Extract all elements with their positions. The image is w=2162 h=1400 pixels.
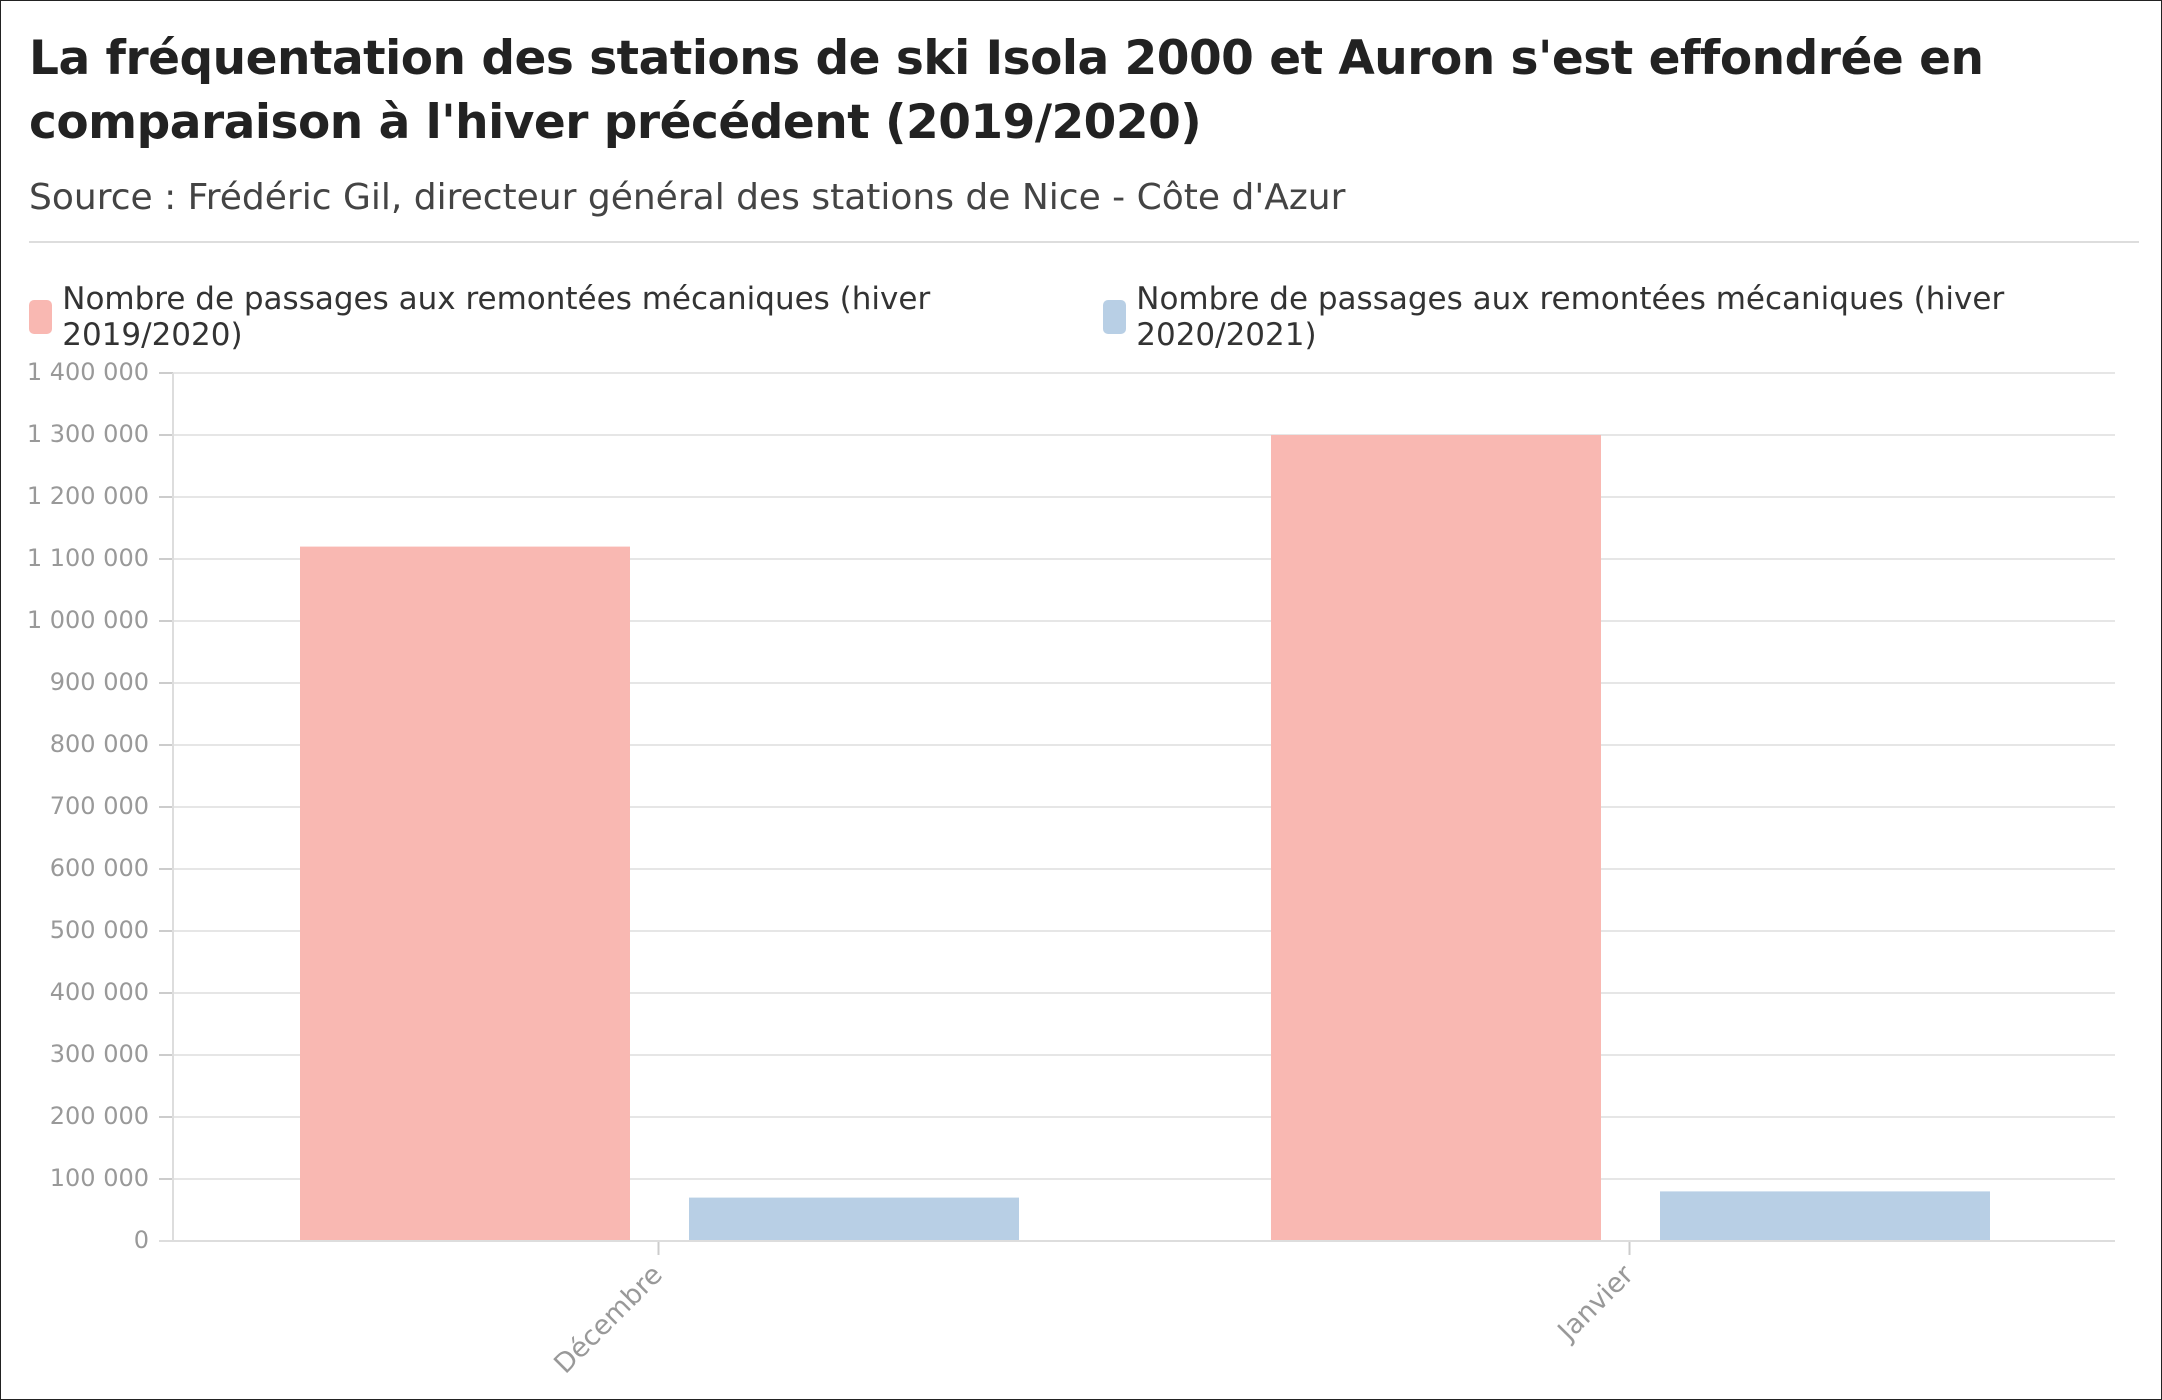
legend-swatch <box>1103 300 1127 334</box>
legend: Nombre de passages aux remontées mécaniq… <box>29 281 2161 353</box>
legend-item: Nombre de passages aux remontées mécaniq… <box>29 281 1087 353</box>
y-tick-label: 900 000 <box>50 668 149 696</box>
y-tick-label: 100 000 <box>50 1164 149 1192</box>
separator <box>29 241 2139 243</box>
bar <box>1660 1191 1990 1241</box>
y-tick-label: 500 000 <box>50 916 149 944</box>
y-tick-label: 600 000 <box>50 854 149 882</box>
bar <box>300 546 630 1241</box>
x-tick-label: Décembre <box>548 1259 669 1380</box>
y-tick-label: 200 000 <box>50 1102 149 1130</box>
bar <box>689 1197 1019 1241</box>
y-tick-label: 1 000 000 <box>27 606 149 634</box>
y-tick-label: 0 <box>134 1226 149 1254</box>
y-tick-label: 800 000 <box>50 730 149 758</box>
chart-title: La fréquentation des stations de ski Iso… <box>29 31 1984 150</box>
y-tick-label: 400 000 <box>50 978 149 1006</box>
bar <box>1271 435 1601 1241</box>
y-tick-label: 300 000 <box>50 1040 149 1068</box>
chart-subtitle: Source : Frédéric Gil, directeur général… <box>29 177 1346 218</box>
y-tick-label: 700 000 <box>50 792 149 820</box>
legend-swatch <box>29 300 53 334</box>
x-tick-label: Janvier <box>1551 1259 1641 1349</box>
y-tick-label: 1 400 000 <box>27 358 149 386</box>
legend-label: Nombre de passages aux remontées mécaniq… <box>62 281 931 353</box>
y-tick-label: 1 200 000 <box>27 482 149 510</box>
y-tick-label: 1 300 000 <box>27 420 149 448</box>
y-tick-label: 1 100 000 <box>27 544 149 572</box>
legend-label: Nombre de passages aux remontées mécaniq… <box>1136 281 2005 353</box>
legend-item: Nombre de passages aux remontées mécaniq… <box>1103 281 2161 353</box>
